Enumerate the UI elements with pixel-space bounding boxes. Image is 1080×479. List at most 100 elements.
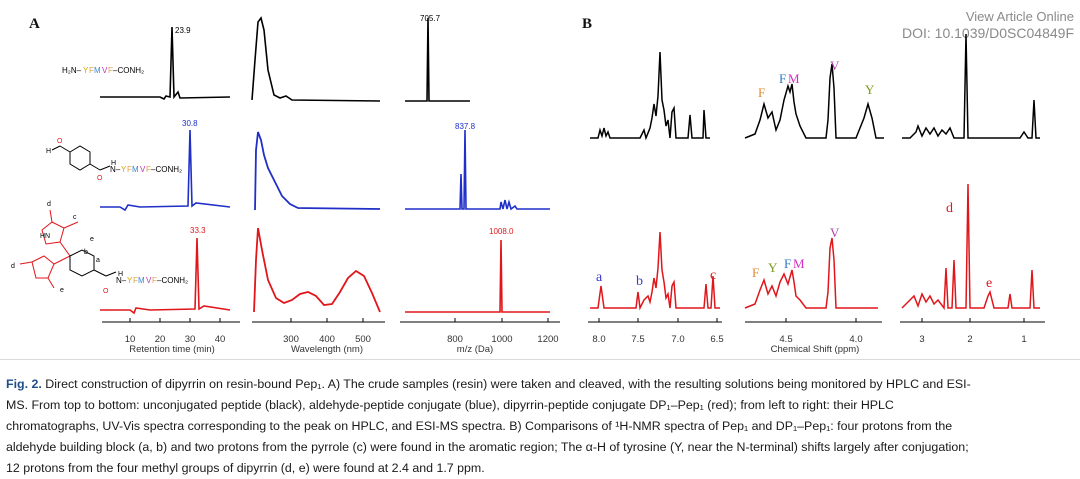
caption-fig-label: Fig. 2. xyxy=(6,377,42,391)
ms-tick: 1200 xyxy=(537,334,558,345)
uv-tick: 500 xyxy=(355,334,371,345)
svg-text:–CONH₂: –CONH₂ xyxy=(151,165,182,174)
view-article-online[interactable]: View Article Online DOI: 10.1039/D0SC048… xyxy=(902,9,1074,41)
svg-text:F: F xyxy=(758,85,765,100)
svg-text:e: e xyxy=(60,287,64,294)
svg-text:F: F xyxy=(108,66,113,75)
svg-text:F: F xyxy=(784,256,791,271)
svg-text:e: e xyxy=(986,276,992,291)
hplc-peak-label-2: 30.8 xyxy=(182,119,198,128)
hplc-peak-label-3: 33.3 xyxy=(190,226,206,235)
nmr-tick: 2 xyxy=(967,334,972,345)
ms-peak-label-3: 1008.0 xyxy=(489,227,514,236)
svg-text:V: V xyxy=(102,66,108,75)
nmr-tick: 1 xyxy=(1021,334,1026,345)
svg-text:F: F xyxy=(152,276,157,285)
svg-text:Y: Y xyxy=(865,82,875,97)
svg-text:O: O xyxy=(57,138,63,145)
panel-b-axes xyxy=(588,318,1045,323)
svg-text:c: c xyxy=(710,268,716,283)
svg-text:V: V xyxy=(830,225,840,240)
view-article-link[interactable]: View Article Online xyxy=(965,9,1074,24)
svg-text:a: a xyxy=(596,270,603,285)
ms-tick: 1000 xyxy=(491,334,512,345)
nmr-tick: 7.0 xyxy=(671,334,684,345)
ms-tick: 800 xyxy=(447,334,463,345)
uv-tick: 400 xyxy=(319,334,335,345)
caption-line-4: aldehyde building block (a, b) and two p… xyxy=(6,440,969,454)
ms-trace-red xyxy=(405,239,550,313)
svg-text:N–: N– xyxy=(116,276,127,285)
hplc-peak-label-1: 23.9 xyxy=(175,26,191,35)
svg-text:O: O xyxy=(103,288,109,295)
svg-text:–CONH₂: –CONH₂ xyxy=(113,66,144,75)
row-2-peptide-text: N– Y F M V F –CONH₂ xyxy=(110,165,182,174)
svg-text:N–: N– xyxy=(110,165,121,174)
caption-line-2: MS. From top to bottom: unconjugated pep… xyxy=(6,398,894,412)
nmr-tick: 8.0 xyxy=(592,334,605,345)
svg-text:M: M xyxy=(132,165,139,174)
nmr-tick: 4.5 xyxy=(779,334,792,345)
uv-trace-black xyxy=(251,16,381,102)
uv-trace-red xyxy=(253,227,381,313)
ms-trace-black xyxy=(405,17,470,102)
svg-text:V: V xyxy=(830,58,840,73)
svg-text:M: M xyxy=(138,276,145,285)
caption-line-5: 12 protons from the four methyl groups o… xyxy=(6,461,485,475)
panel-a-label: A xyxy=(29,16,40,32)
svg-text:F: F xyxy=(127,165,132,174)
svg-text:b: b xyxy=(636,274,643,289)
svg-text:M: M xyxy=(793,256,805,271)
svg-text:H: H xyxy=(118,271,123,278)
svg-text:F: F xyxy=(752,265,759,280)
caption-line-1: Direct construction of dipyrrin on resin… xyxy=(45,377,971,391)
hplc-trace-red xyxy=(100,237,231,315)
svg-text:H: H xyxy=(111,160,116,167)
nmr-tick: 6.5 xyxy=(710,334,723,345)
svg-text:Y: Y xyxy=(127,276,133,285)
uv-axis-label: Wavelength (nm) xyxy=(291,344,363,355)
hplc-tick: 30 xyxy=(185,334,196,345)
row-3-benzene xyxy=(69,249,117,277)
svg-text:O: O xyxy=(97,175,103,182)
panel-a-axes xyxy=(102,318,560,323)
hplc-trace-blue xyxy=(100,129,231,212)
ms-peak-label-2: 837.8 xyxy=(455,122,476,131)
caption-line-3: chromatographs, UV-Vis spectra correspon… xyxy=(6,419,953,433)
nmr-axis-label: Chemical Shift (ppm) xyxy=(771,344,860,355)
row-3-molecule xyxy=(19,209,79,289)
row-2-molecule xyxy=(51,145,111,171)
hplc-tick: 40 xyxy=(215,334,226,345)
svg-text:c: c xyxy=(73,214,77,221)
svg-text:e: e xyxy=(90,236,94,243)
svg-text:M: M xyxy=(788,71,800,86)
ms-trace-blue xyxy=(405,129,550,211)
svg-text:Y: Y xyxy=(121,165,127,174)
svg-text:V: V xyxy=(146,276,152,285)
svg-text:V: V xyxy=(140,165,146,174)
nmr-trace-red xyxy=(590,183,1040,311)
nmr-trace-black xyxy=(590,33,1040,141)
hplc-axis-label: Retention time (min) xyxy=(129,344,215,355)
caption-divider xyxy=(0,359,1080,360)
svg-text:–CONH₂: –CONH₂ xyxy=(157,276,188,285)
svg-text:b: b xyxy=(84,249,88,256)
svg-text:d: d xyxy=(946,201,953,216)
svg-text:F: F xyxy=(779,71,786,86)
svg-text:F: F xyxy=(89,66,94,75)
svg-text:H: H xyxy=(46,148,51,155)
ms-peak-label-1: 705.7 xyxy=(420,14,441,23)
svg-text:a: a xyxy=(96,257,100,264)
hplc-tick: 20 xyxy=(155,334,166,345)
svg-text:HN: HN xyxy=(40,233,50,240)
nmr-tick: 7.5 xyxy=(631,334,644,345)
figure-2-graphic: H₂N– Y F M V F –CONH₂ 23.9 705.7 H O xyxy=(11,14,1045,355)
svg-text:Y: Y xyxy=(83,66,89,75)
uv-tick: 300 xyxy=(283,334,299,345)
row-3-peptide-text: N– Y F M V F –CONH₂ xyxy=(116,276,188,285)
svg-text:F: F xyxy=(146,165,151,174)
svg-text:M: M xyxy=(94,66,101,75)
doi-text: DOI: 10.1039/D0SC04849F xyxy=(902,25,1074,41)
figure-caption: Fig. 2. Direct construction of dipyrrin … xyxy=(6,374,1074,479)
hplc-tick: 10 xyxy=(125,334,136,345)
